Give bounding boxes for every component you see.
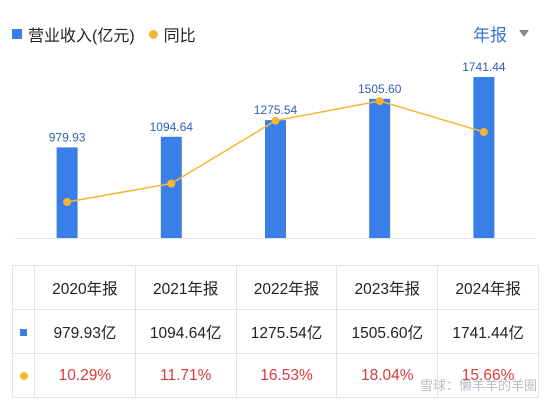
- data-table: 2020年报 2021年报 2022年报 2023年报 2024年报 979.9…: [12, 265, 539, 398]
- yoy-point-1[interactable]: [167, 179, 176, 188]
- yoy-point-4[interactable]: [479, 128, 488, 137]
- table-cell-revenue: 1094.64亿: [134, 309, 237, 354]
- bar-revenue-4[interactable]: [473, 77, 495, 238]
- table-cell-revenue: 1275.54亿: [235, 309, 338, 354]
- table-header-cell: 2022年报: [235, 265, 338, 310]
- bar-value-label: 1094.64: [150, 120, 194, 134]
- chevron-down-icon: [519, 30, 529, 37]
- table-cell-revenue: 979.93亿: [34, 309, 136, 354]
- table-header-cell: 2020年报: [34, 265, 136, 310]
- dot-icon: [19, 371, 28, 380]
- yoy-point-3[interactable]: [375, 97, 384, 105]
- yoy-point-0[interactable]: [63, 198, 72, 206]
- table-header-cell: 2021年报: [134, 265, 237, 310]
- yoy-point-2[interactable]: [271, 116, 280, 125]
- period-selector-label: 年报: [473, 26, 507, 45]
- table-cell-yoy: 16.53%: [235, 353, 338, 398]
- table-cell-revenue: 1741.44亿: [437, 309, 539, 354]
- bar-value-label: 1275.54: [254, 103, 298, 117]
- table-cell-revenue: 1505.60亿: [336, 309, 439, 354]
- table-corner-cell: [12, 265, 35, 310]
- table-cell-yoy: 10.29%: [34, 353, 136, 398]
- chart-legend: 营业收入(亿元) 同比: [12, 22, 196, 46]
- bar-value-label: 979.93: [49, 130, 86, 144]
- revenue-legend-marker: [12, 29, 22, 39]
- table-cell-yoy: 18.04%: [336, 353, 439, 398]
- yoy-legend-label: 同比: [163, 28, 196, 45]
- yoy-legend-marker: [148, 29, 158, 39]
- table-cell-yoy: 15.66%: [437, 353, 539, 398]
- table-header-cell: 2023年报: [336, 265, 439, 310]
- revenue-legend-label: 营业收入(亿元): [28, 28, 135, 45]
- square-icon: [20, 328, 27, 336]
- table-row-revenue: 979.93亿 1094.64亿 1275.54亿 1505.60亿 1741.…: [12, 309, 539, 354]
- bar-revenue-2[interactable]: [265, 120, 286, 238]
- revenue-row-marker: [12, 309, 35, 354]
- bar-value-label: 1741.44: [462, 60, 506, 74]
- period-selector[interactable]: 年报: [473, 21, 529, 46]
- table-cell-yoy: 11.71%: [134, 353, 237, 398]
- revenue-chart: 979.93 1094.64 1275.54 1505.60 1741.44: [15, 60, 536, 239]
- table-header-cell: 2024年报: [437, 265, 539, 310]
- table-header-row: 2020年报 2021年报 2022年报 2023年报 2024年报: [12, 265, 539, 310]
- table-row-yoy: 10.29% 11.71% 16.53% 18.04% 15.66%: [12, 353, 539, 398]
- bar-value-label: 1505.60: [358, 82, 402, 96]
- bar-revenue-3[interactable]: [369, 98, 391, 239]
- watermark: 雪球：懒羊羊的羊圈: [419, 378, 537, 393]
- yoy-row-marker: [12, 353, 35, 398]
- bar-revenue-0[interactable]: [56, 147, 78, 238]
